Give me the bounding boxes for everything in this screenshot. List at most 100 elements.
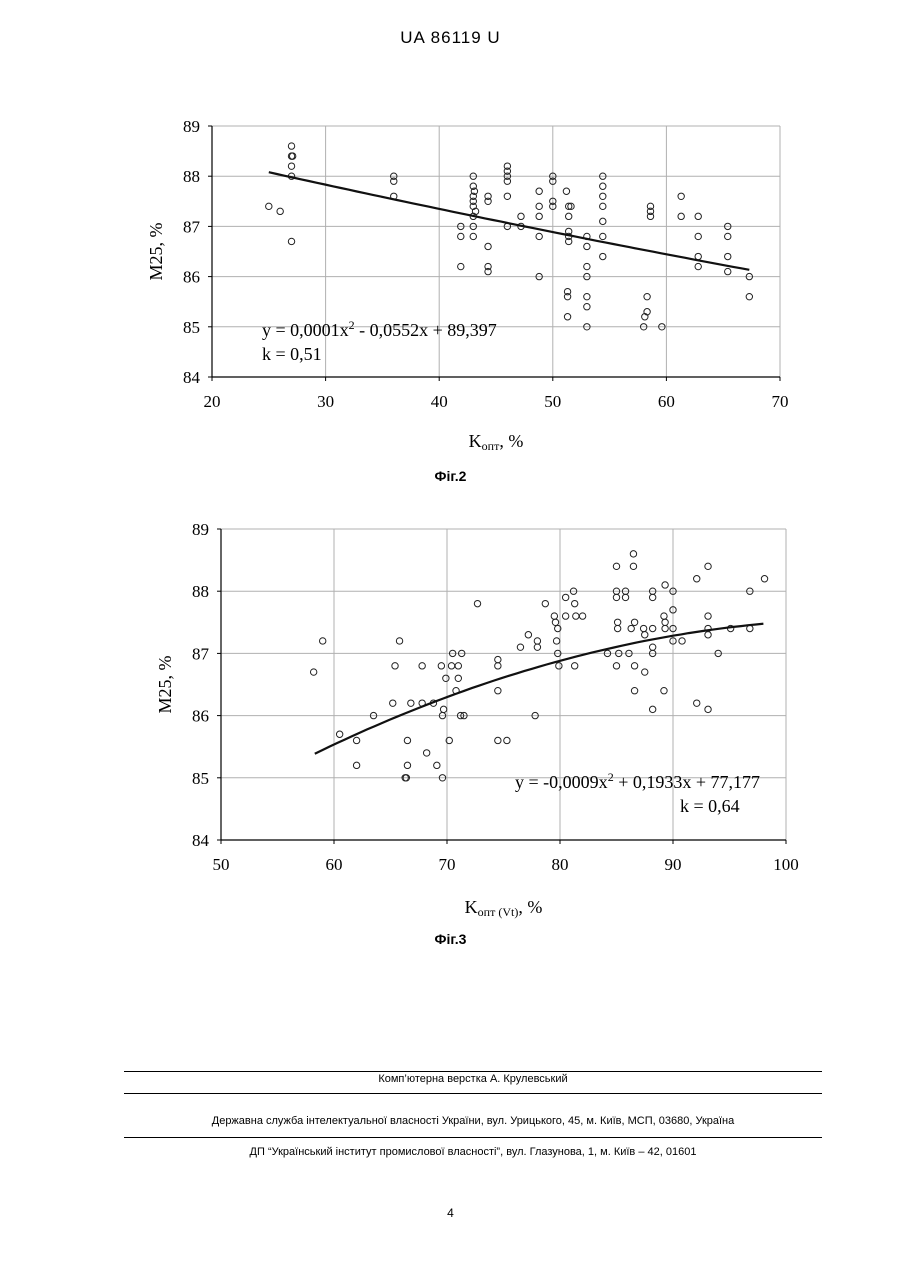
data-point bbox=[525, 632, 531, 638]
y-axis-label: M25, % bbox=[146, 222, 166, 280]
x-tick-label: 40 bbox=[431, 392, 448, 411]
data-point bbox=[288, 163, 294, 169]
data-point bbox=[725, 253, 731, 259]
x-tick-label: 30 bbox=[317, 392, 334, 411]
data-point bbox=[455, 663, 461, 669]
data-point bbox=[495, 656, 501, 662]
x-tick-label: 70 bbox=[439, 855, 456, 874]
data-point bbox=[552, 619, 558, 625]
data-point bbox=[448, 663, 454, 669]
y-tick-label: 89 bbox=[192, 520, 209, 539]
x-axis-label: Kопт, % bbox=[469, 431, 524, 453]
data-point bbox=[571, 600, 577, 606]
data-point bbox=[695, 263, 701, 269]
equation-annotation: y = 0,0001x2 - 0,0552x + 89,397 bbox=[262, 318, 497, 340]
y-tick-label: 84 bbox=[192, 831, 210, 850]
equation-annotation: y = -0,0009x2 + 0,1933x + 77,177 bbox=[515, 770, 760, 792]
footer-divider-middle bbox=[124, 1093, 822, 1094]
footer-office-address: Державна служба інтелектуальної власност… bbox=[124, 1115, 822, 1127]
data-point bbox=[600, 183, 606, 189]
data-point bbox=[584, 293, 590, 299]
y-tick-label: 87 bbox=[183, 217, 201, 236]
data-point bbox=[661, 613, 667, 619]
data-point bbox=[495, 663, 501, 669]
data-point bbox=[631, 619, 637, 625]
data-point bbox=[631, 663, 637, 669]
data-point bbox=[678, 193, 684, 199]
data-point bbox=[288, 143, 294, 149]
data-point bbox=[695, 213, 701, 219]
data-point bbox=[600, 203, 606, 209]
data-point bbox=[661, 688, 667, 694]
y-tick-label: 88 bbox=[183, 167, 200, 186]
footer-institute-address: ДП “Український інститут промислової вла… bbox=[124, 1146, 822, 1158]
figure-2-caption: Фіг.2 bbox=[0, 468, 901, 484]
x-tick-label: 20 bbox=[204, 392, 221, 411]
data-point bbox=[584, 304, 590, 310]
y-tick-label: 88 bbox=[192, 582, 209, 601]
data-point bbox=[485, 243, 491, 249]
y-tick-label: 85 bbox=[192, 769, 209, 788]
data-point bbox=[573, 613, 579, 619]
data-point bbox=[628, 625, 634, 631]
y-tick-label: 87 bbox=[192, 644, 210, 663]
data-point bbox=[440, 706, 446, 712]
data-point bbox=[584, 243, 590, 249]
data-point bbox=[353, 737, 359, 743]
data-point bbox=[642, 632, 648, 638]
data-point bbox=[571, 663, 577, 669]
x-tick-label: 60 bbox=[326, 855, 343, 874]
x-tick-label: 60 bbox=[658, 392, 675, 411]
x-tick-label: 50 bbox=[544, 392, 561, 411]
x-tick-label: 50 bbox=[213, 855, 230, 874]
data-point bbox=[613, 563, 619, 569]
data-point bbox=[536, 188, 542, 194]
data-point bbox=[474, 600, 480, 606]
data-point bbox=[404, 762, 410, 768]
y-tick-label: 85 bbox=[183, 318, 200, 337]
data-point bbox=[455, 675, 461, 681]
figure-3-caption: Фіг.3 bbox=[0, 931, 901, 947]
footer-divider-top bbox=[124, 1071, 822, 1072]
data-point bbox=[622, 594, 628, 600]
data-point bbox=[678, 213, 684, 219]
data-point bbox=[600, 218, 606, 224]
chart-fig2-plot: 848586878889203040506070M25, %Kопт, %y =… bbox=[146, 117, 789, 453]
data-point bbox=[695, 253, 701, 259]
data-point bbox=[649, 706, 655, 712]
data-point bbox=[517, 644, 523, 650]
data-point bbox=[542, 600, 548, 606]
chart-fig3-plot: 8485868788895060708090100M25, %Kопт (Vt)… bbox=[155, 520, 799, 919]
footer-divider-bottom bbox=[124, 1137, 822, 1138]
data-point bbox=[600, 193, 606, 199]
page-number: 4 bbox=[0, 1206, 901, 1220]
correlation-annotation: k = 0,51 bbox=[262, 344, 322, 364]
data-point bbox=[566, 213, 572, 219]
data-point bbox=[600, 233, 606, 239]
data-point bbox=[434, 762, 440, 768]
data-point bbox=[266, 203, 272, 209]
data-point bbox=[536, 213, 542, 219]
data-point bbox=[443, 675, 449, 681]
data-point bbox=[553, 638, 559, 644]
data-point bbox=[504, 737, 510, 743]
data-point bbox=[644, 293, 650, 299]
data-point bbox=[458, 233, 464, 239]
data-point bbox=[423, 750, 429, 756]
data-point bbox=[679, 638, 685, 644]
y-tick-label: 84 bbox=[183, 368, 201, 387]
data-point bbox=[705, 632, 711, 638]
data-point bbox=[600, 253, 606, 259]
y-axis-label: M25, % bbox=[155, 655, 175, 713]
data-point bbox=[725, 268, 731, 274]
data-point bbox=[438, 663, 444, 669]
y-tick-label: 86 bbox=[183, 268, 200, 287]
data-point bbox=[584, 263, 590, 269]
data-point bbox=[662, 619, 668, 625]
data-point bbox=[504, 193, 510, 199]
data-point bbox=[534, 644, 540, 650]
data-point bbox=[761, 576, 767, 582]
data-point bbox=[564, 314, 570, 320]
data-point bbox=[640, 625, 646, 631]
data-point bbox=[353, 762, 359, 768]
